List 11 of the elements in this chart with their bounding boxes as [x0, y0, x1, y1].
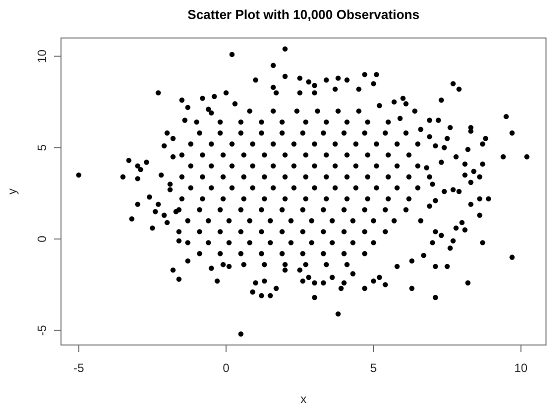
y-tick-label: 10 [35, 49, 49, 63]
x-tick-label: -5 [73, 361, 84, 375]
x-tick-label: 5 [370, 361, 378, 375]
y-tick-label: 5 [35, 144, 49, 151]
x-axis-title: x [300, 392, 306, 406]
y-tick-label: 0 [35, 235, 49, 242]
y-tick-label: -5 [35, 324, 49, 336]
y-axis-title: y [5, 188, 19, 194]
x-tick-label: 10 [514, 361, 528, 375]
x-tick-label: 0 [222, 361, 230, 375]
chart-title: Scatter Plot with 10,000 Observations [188, 7, 420, 22]
